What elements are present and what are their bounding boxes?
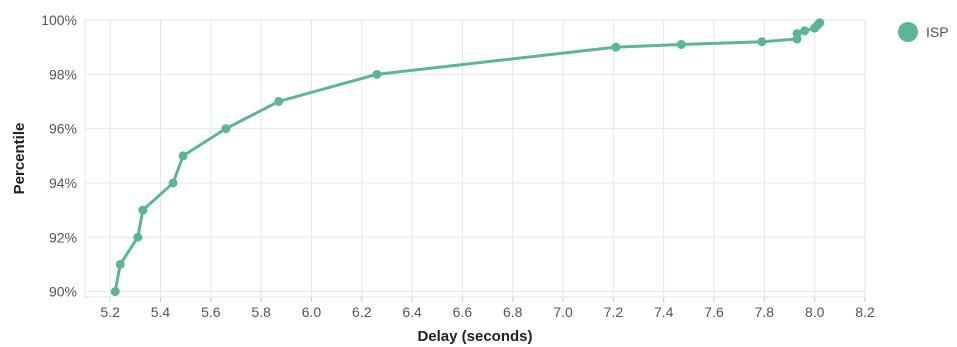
data-point (757, 37, 767, 47)
data-point (815, 18, 825, 28)
x-tick-label: 6.2 (352, 304, 372, 320)
y-tick-label: 94% (49, 175, 77, 191)
data-point (800, 26, 810, 36)
x-tick-label: 8.0 (805, 304, 825, 320)
x-tick-label: 6.8 (503, 304, 523, 320)
data-point (611, 42, 621, 52)
y-tick-label: 98% (49, 66, 77, 82)
x-tick-label: 6.6 (453, 304, 473, 320)
legend-marker (898, 22, 918, 42)
legend-label: ISP (926, 24, 949, 40)
x-tick-label: 8.2 (855, 304, 875, 320)
grid (84, 19, 866, 298)
x-tick-label: 5.8 (251, 304, 271, 320)
data-point (133, 232, 143, 242)
y-tick-label: 92% (49, 229, 77, 245)
data-point (138, 205, 148, 215)
data-point (372, 69, 382, 79)
x-tick-label: 6.0 (302, 304, 322, 320)
y-tick-label: 96% (49, 121, 77, 137)
data-point (274, 96, 284, 106)
x-tick-label: 5.2 (100, 304, 120, 320)
x-axis-title: Delay (seconds) (417, 328, 532, 345)
data-point (676, 39, 686, 49)
plot-frame (84, 19, 866, 298)
y-tick-label: 90% (49, 284, 77, 300)
axes: 5.2 5.4 5.6 5.8 6.0 6.2 6.4 6.6 6.8 7.0 7.2 7.4 7.6 7… (41, 12, 875, 320)
data-point (115, 259, 125, 269)
x-tick-label: 6.4 (402, 304, 422, 320)
y-axis-title: Percentile (11, 123, 28, 195)
x-tick-label: 7.8 (755, 304, 775, 320)
data-point (178, 151, 188, 161)
series-isp (110, 18, 825, 297)
y-tick-label: 100% (41, 12, 77, 28)
x-tick-label: 7.6 (704, 304, 724, 320)
x-tick-label: 7.2 (604, 304, 624, 320)
x-tick-label: 7.4 (654, 304, 674, 320)
legend: ISP (898, 22, 949, 42)
x-tick-label: 7.0 (553, 304, 573, 320)
x-tick-label: 5.4 (151, 304, 171, 320)
data-point (168, 178, 178, 188)
data-point (792, 29, 802, 39)
data-point (221, 124, 231, 134)
data-point (110, 287, 120, 297)
x-tick-label: 5.6 (201, 304, 221, 320)
series-layer (110, 18, 825, 297)
